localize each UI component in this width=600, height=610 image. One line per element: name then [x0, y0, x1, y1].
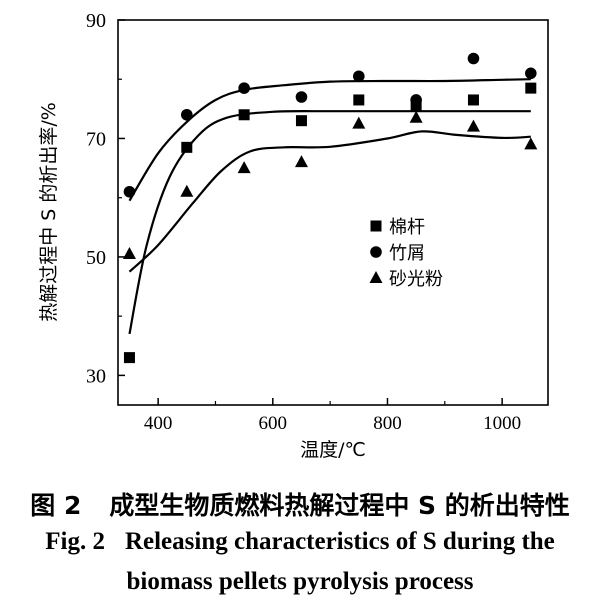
data-point-triangle: [409, 110, 423, 123]
plot-frame: [117, 19, 549, 406]
data-point-square: [353, 94, 365, 106]
data-point-square: [295, 115, 307, 127]
x-axis-label: 温度/℃: [300, 439, 366, 461]
figure-title-english-part1: Releasing characteristics of S during th…: [124, 528, 555, 555]
x-tick-label: 400: [144, 413, 173, 434]
figure-title-chinese: 成型生物质燃料热解过程中 S 的析出特性: [109, 491, 570, 520]
data-point-circle: [295, 91, 308, 103]
data-point-circle: [238, 82, 250, 94]
data-point-square: [238, 109, 250, 121]
figure-number-english: Fig. 2: [45, 528, 105, 555]
y-tick-label: 30: [86, 365, 106, 387]
fit-curve-triangle: [128, 130, 531, 273]
data-point-triangle: [352, 116, 366, 129]
data-point-square: [410, 100, 422, 112]
y-tick-label: 90: [86, 10, 106, 32]
data-point-triangle: [294, 155, 308, 168]
figure-caption-chinese: 图 2 成型生物质燃料热解过程中 S 的析出特性: [0, 486, 600, 522]
figure-caption-english-line1: Fig. 2 Releasing characteristics of S dur…: [0, 528, 600, 556]
data-point-square: [181, 141, 193, 153]
data-point-square: [123, 352, 135, 364]
fit-curve-square: [128, 110, 531, 335]
legend-label-circle: 竹屑: [389, 243, 425, 264]
y-tick-label: 70: [86, 128, 106, 150]
data-point-circle: [410, 94, 422, 106]
x-tick-label: 600: [259, 413, 288, 434]
data-point-circle: [181, 108, 193, 121]
data-point-circle: [525, 67, 537, 80]
data-point-circle: [123, 185, 136, 198]
data-point-triangle: [180, 184, 194, 197]
figure-number-chinese: 图 2: [30, 491, 82, 520]
legend-label-square: 棉杆: [389, 217, 425, 238]
figure-title-english-part2: biomass pellets pyrolysis process: [126, 568, 474, 595]
legend-marker-circle: [370, 246, 382, 258]
x-tick-label: 1000: [483, 413, 521, 434]
y-tick-label: 50: [86, 247, 106, 269]
legend-marker-triangle: [369, 271, 383, 283]
data-point-triangle: [466, 119, 480, 132]
y-axis-label: 热解过程中 S 的析出率/%: [38, 102, 60, 322]
legend-marker-square: [370, 220, 382, 232]
fit-curve-circle: [128, 78, 531, 202]
data-point-square: [525, 82, 537, 94]
data-point-triangle: [524, 137, 538, 150]
data-point-circle: [467, 52, 480, 65]
data-point-triangle: [122, 246, 136, 259]
x-tick-label: 800: [373, 413, 402, 434]
figure-caption-english-line2: biomass pellets pyrolysis process: [0, 568, 600, 596]
data-point-square: [467, 94, 479, 106]
data-point-triangle: [237, 161, 251, 174]
legend-label-triangle: 砂光粉: [389, 269, 443, 290]
data-point-circle: [353, 70, 365, 83]
